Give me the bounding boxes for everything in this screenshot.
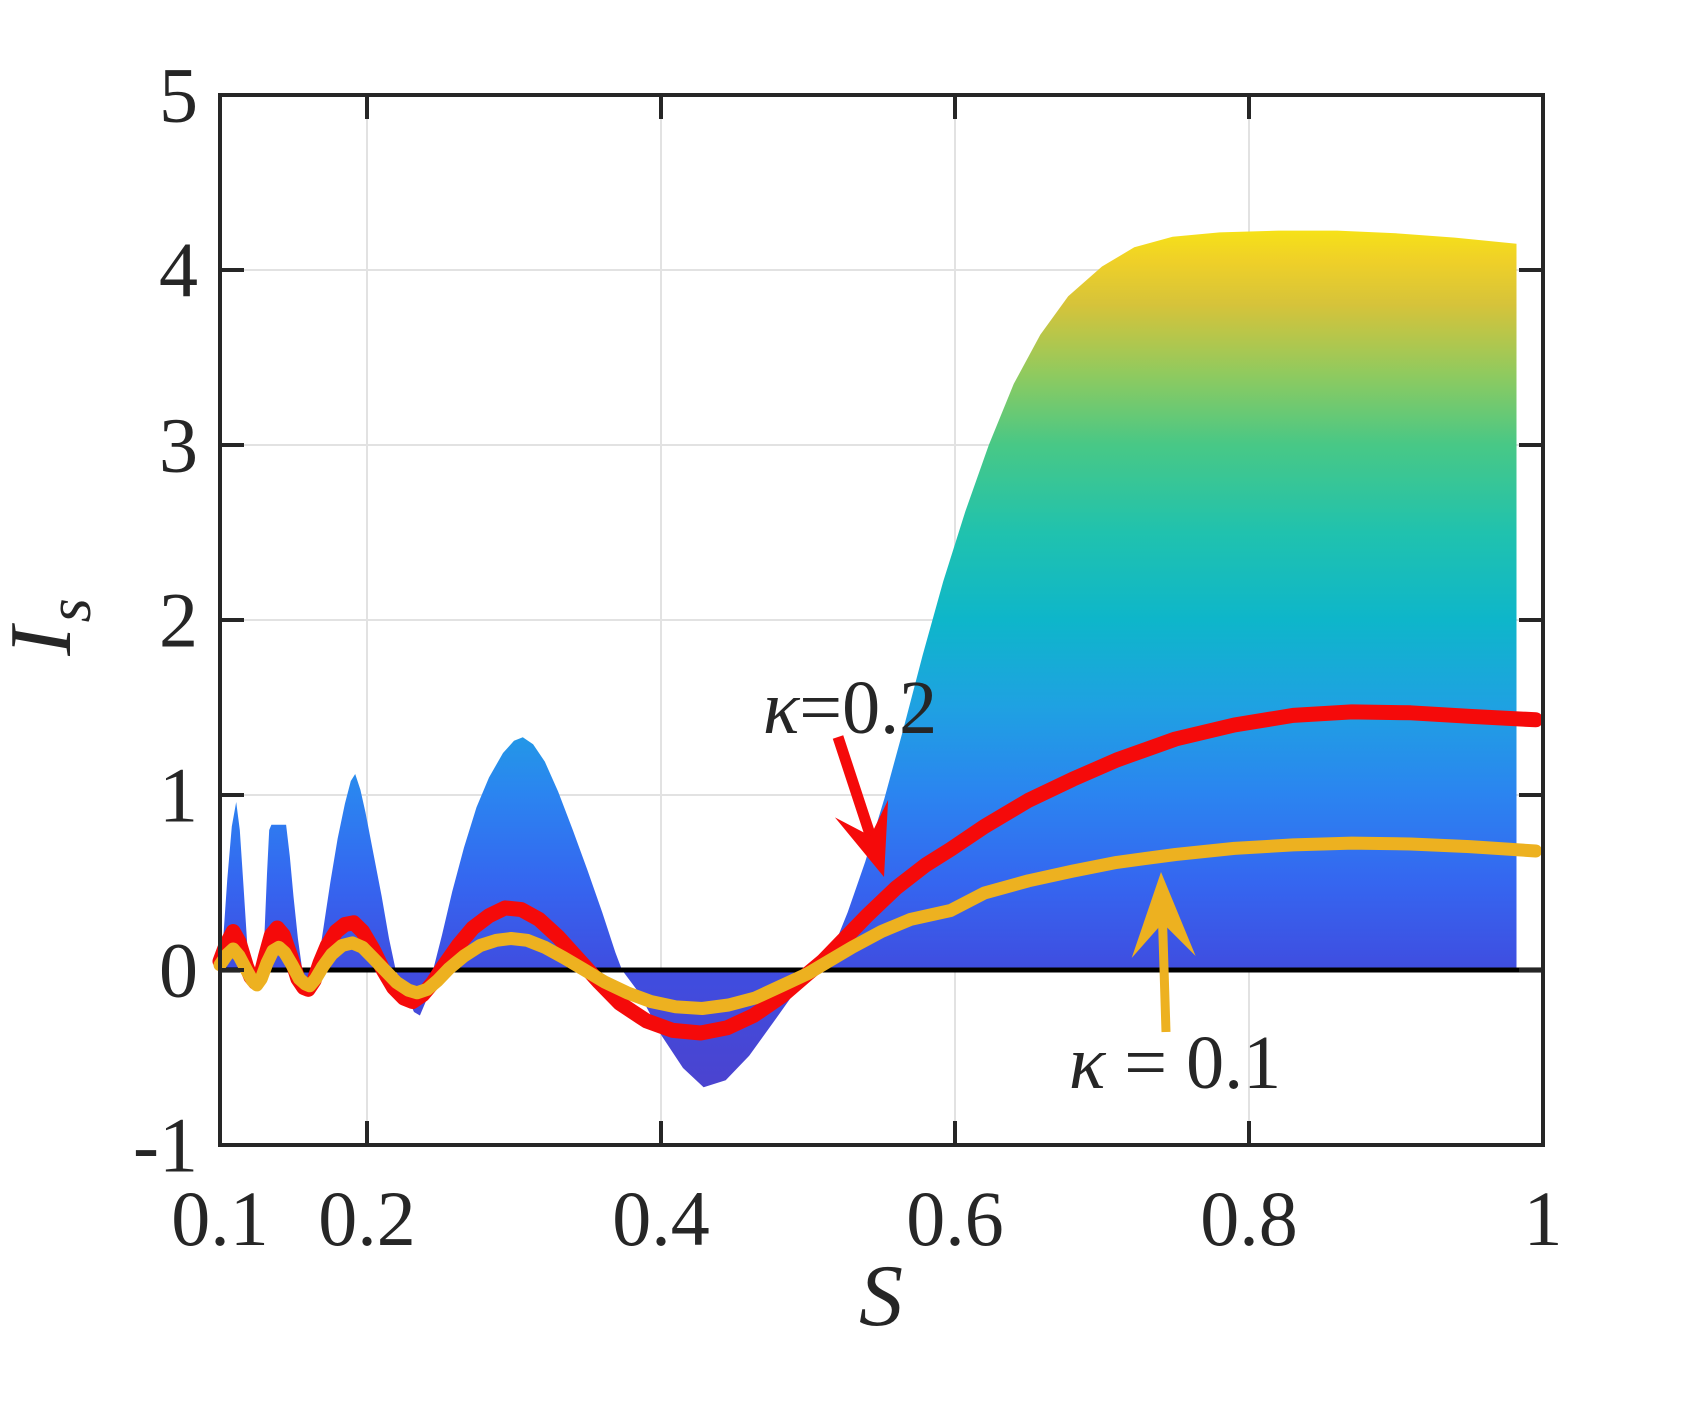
y-tick-label: -1	[133, 1102, 198, 1189]
axes-box	[218, 93, 1545, 1147]
y-tick-label: 0	[159, 927, 198, 1014]
envelope-fill	[220, 230, 1517, 1088]
x-tick-label: 0.2	[318, 1175, 416, 1262]
annotation-label-1: κ = 0.1	[1069, 1021, 1281, 1105]
x-tick-label: 0.4	[612, 1175, 710, 1262]
x-tick-label: 1	[1524, 1175, 1563, 1262]
curve-kappa-0.2	[212, 704, 1544, 1041]
x-tick-label: 0.6	[906, 1175, 1004, 1262]
y-tick-label: 5	[159, 52, 198, 139]
x-tick-label: 0.1	[171, 1175, 269, 1262]
annotation-arrowhead	[834, 799, 889, 877]
x-tick-label: 0.8	[1200, 1175, 1298, 1262]
y-tick-label: 3	[159, 402, 198, 489]
y-tick-label: 1	[159, 752, 198, 839]
tick-labels: 0.1 0.2 0.4 0.6 0.8 1 -1 0 1 2 3 4 5	[133, 52, 1562, 1263]
y-tick-label: 2	[159, 577, 198, 664]
annotation-arrow-line	[832, 735, 877, 842]
curve-kappa-0.1	[213, 836, 1543, 1015]
y-axis-title: Is	[0, 598, 104, 656]
y-tick-label: 4	[159, 227, 198, 314]
annotation-arrowhead	[1131, 872, 1196, 958]
curves	[212, 704, 1544, 1041]
annotation-label-0: κ=0.2	[763, 666, 937, 750]
annotations: κ=0.2 κ = 0.1	[763, 666, 1281, 1105]
annotation-arrow-line	[1157, 918, 1171, 1033]
fill-region	[220, 230, 1517, 1088]
x-axis-title: S	[859, 1248, 903, 1345]
axis-titles: S Is	[0, 598, 903, 1345]
